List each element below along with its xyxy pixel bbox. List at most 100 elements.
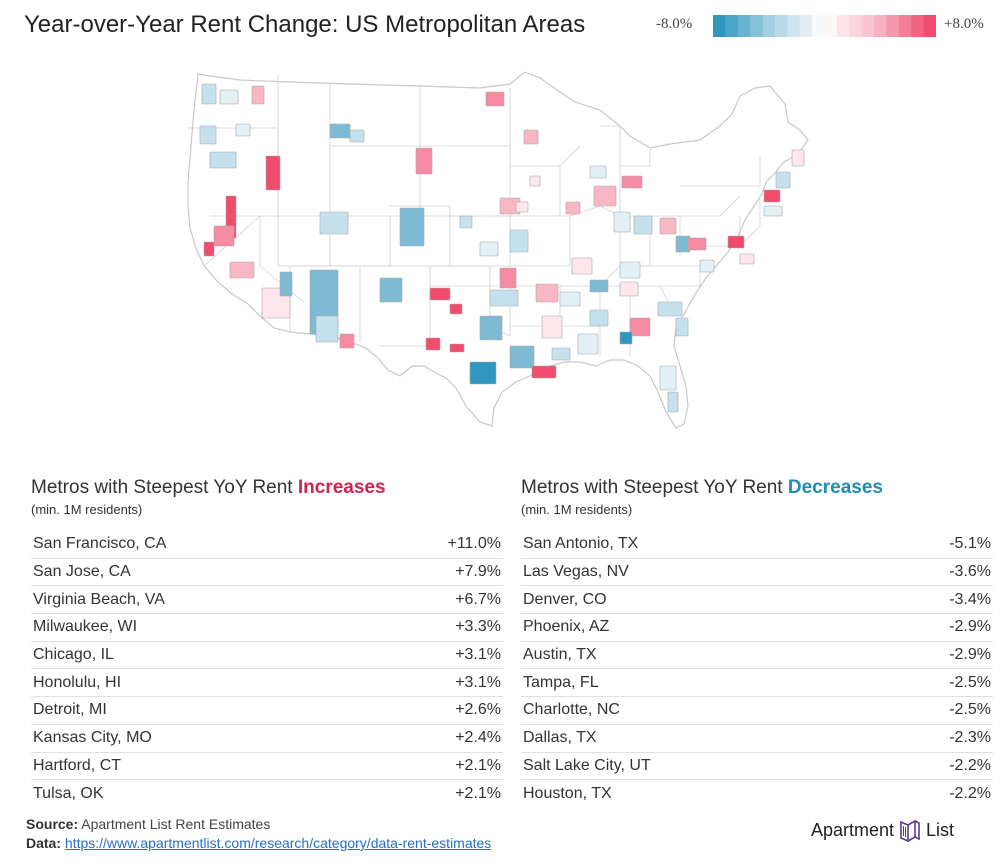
metro-region (687, 237, 707, 251)
metro-region (349, 129, 365, 143)
data-label: Data: (26, 835, 62, 851)
legend-color-swatch (787, 15, 801, 37)
metro-region (449, 343, 465, 353)
table-row: Milwaukee, WI +3.3% (31, 613, 503, 641)
metro-region (739, 253, 755, 265)
metro-region (531, 365, 557, 379)
table-row: Honolulu, HI +3.1% (31, 668, 503, 696)
page-title: Year-over-Year Rent Change: US Metropoli… (24, 11, 586, 38)
increases-heading-highlight: Increases (297, 477, 386, 498)
metro-region (449, 303, 463, 315)
decreases-heading-highlight: Decreases (787, 477, 883, 498)
metro-region (315, 315, 339, 343)
metro-name: Dallas, TX (523, 729, 597, 747)
metro-region (699, 259, 715, 273)
rent-change-value: +3.1% (455, 646, 501, 664)
metro-region (667, 391, 679, 413)
metro-region (203, 241, 215, 257)
metro-name: Hartford, CT (33, 756, 122, 774)
metro-region (251, 85, 265, 105)
rent-change-value: +3.1% (455, 673, 501, 691)
legend-color-swatch (849, 15, 863, 37)
rent-change-value: -2.2% (949, 756, 991, 774)
logo-text-right: List (926, 819, 955, 840)
table-row: Austin, TX -2.9% (521, 640, 993, 669)
legend-color-swatch (911, 15, 925, 37)
metro-name: Denver, CO (523, 590, 607, 608)
source-label: Source: (26, 816, 79, 832)
metro-region (459, 215, 473, 229)
legend-color-swatch (750, 15, 764, 37)
metro-region (541, 315, 563, 339)
legend-color-swatch (824, 15, 838, 37)
us-metro-map (187, 71, 809, 429)
metro-name: Detroit, MI (33, 701, 107, 719)
rent-change-value: -2.9% (949, 646, 991, 664)
rent-change-value: -2.2% (949, 784, 991, 802)
increases-table: San Francisco, CA +11.0% San Jose, CA +7.9%… (31, 531, 503, 807)
rent-change-value: +11.0% (447, 535, 501, 553)
metro-region (593, 185, 617, 207)
metro-region (219, 89, 239, 105)
legend-gradient-bar (713, 15, 936, 37)
metro-name: Houston, TX (523, 784, 612, 802)
legend-color-swatch (923, 15, 936, 37)
metro-name: San Francisco, CA (33, 535, 167, 553)
table-row: Salt Lake City, UT -2.2% (521, 751, 993, 780)
metro-name: Honolulu, HI (33, 673, 122, 691)
footer: Source: Apartment List Rent Estimates Da… (26, 815, 491, 853)
metro-region (201, 83, 217, 105)
source-text: Apartment List Rent Estimates (81, 816, 271, 832)
metro-name: San Antonio, TX (523, 535, 639, 553)
source-line: Source: Apartment List Rent Estimates (26, 815, 491, 834)
rent-change-value: +2.1% (455, 756, 501, 774)
metro-region (509, 345, 535, 369)
legend-color-swatch (737, 15, 751, 37)
metro-region (479, 315, 503, 341)
metro-region (659, 217, 677, 235)
metro-region (613, 211, 631, 233)
table-row: Kansas City, MO +2.4% (31, 723, 503, 752)
table-row: Denver, CO -3.4% (521, 585, 993, 613)
legend-min-label: -8.0% (656, 16, 693, 32)
metro-region (425, 337, 441, 351)
decreases-subheading: (min. 1M residents) (521, 502, 633, 517)
rent-change-value: -2.5% (949, 673, 991, 691)
metro-region (415, 147, 433, 175)
data-line: Data: https://www.apartmentlist.com/rese… (26, 834, 491, 853)
metro-region (589, 279, 609, 293)
rent-change-value: -2.5% (949, 701, 991, 719)
table-row: Detroit, MI +2.6% (31, 696, 503, 724)
legend-color-swatch (725, 15, 739, 37)
metro-region (429, 287, 451, 301)
metro-name: Phoenix, AZ (523, 618, 610, 636)
metro-region (509, 229, 529, 253)
metro-region (485, 91, 505, 107)
table-row: San Antonio, TX -5.1% (521, 531, 993, 558)
table-row: Houston, TX -2.2% (521, 779, 993, 807)
metro-region (213, 225, 235, 247)
metro-region (489, 289, 519, 307)
legend-color-swatch (812, 15, 826, 37)
decreases-panel: Metros with Steepest YoY Rent Decreases … (521, 477, 993, 807)
legend-color-swatch (874, 15, 888, 37)
metro-region (319, 211, 349, 235)
decreases-table: San Antonio, TX -5.1% Las Vegas, NV -3.6% De… (521, 531, 993, 807)
rent-change-value: -2.9% (949, 618, 991, 636)
metro-region (577, 333, 599, 355)
metro-name: Austin, TX (523, 646, 597, 664)
decreases-heading-prefix: Metros with Steepest YoY Rent (521, 477, 788, 498)
rent-change-value: +2.1% (455, 784, 501, 802)
increases-heading: Metros with Steepest YoY Rent Increases (31, 477, 503, 499)
metro-name: Salt Lake City, UT (523, 756, 651, 774)
legend-color-swatch (713, 15, 726, 37)
metro-region (763, 205, 783, 217)
metro-region (515, 201, 529, 213)
metro-name: Las Vegas, NV (523, 563, 629, 581)
metro-region (619, 281, 639, 297)
rent-change-value: -3.6% (949, 563, 991, 581)
metro-region (619, 261, 641, 279)
table-row: Dallas, TX -2.3% (521, 723, 993, 752)
legend-color-swatch (762, 15, 776, 37)
data-link[interactable]: https://www.apartmentlist.com/research/c… (64, 835, 492, 851)
